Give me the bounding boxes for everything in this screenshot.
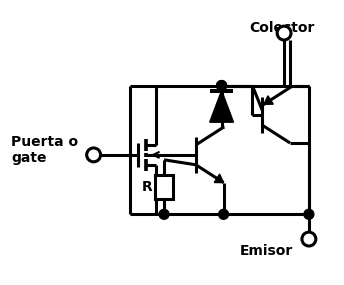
Text: Emisor: Emisor bbox=[239, 244, 293, 258]
Circle shape bbox=[159, 209, 169, 219]
Polygon shape bbox=[264, 96, 273, 104]
Text: R: R bbox=[142, 180, 153, 194]
Text: Puerta o
gate: Puerta o gate bbox=[11, 135, 78, 165]
Circle shape bbox=[277, 26, 291, 40]
Polygon shape bbox=[214, 174, 224, 183]
Circle shape bbox=[304, 209, 314, 219]
Text: Colector: Colector bbox=[249, 21, 315, 35]
Circle shape bbox=[217, 81, 227, 91]
Bar bbox=[155, 175, 173, 199]
Circle shape bbox=[219, 209, 228, 219]
Circle shape bbox=[217, 81, 227, 91]
Circle shape bbox=[87, 148, 100, 162]
Polygon shape bbox=[210, 91, 234, 122]
Circle shape bbox=[302, 232, 316, 246]
